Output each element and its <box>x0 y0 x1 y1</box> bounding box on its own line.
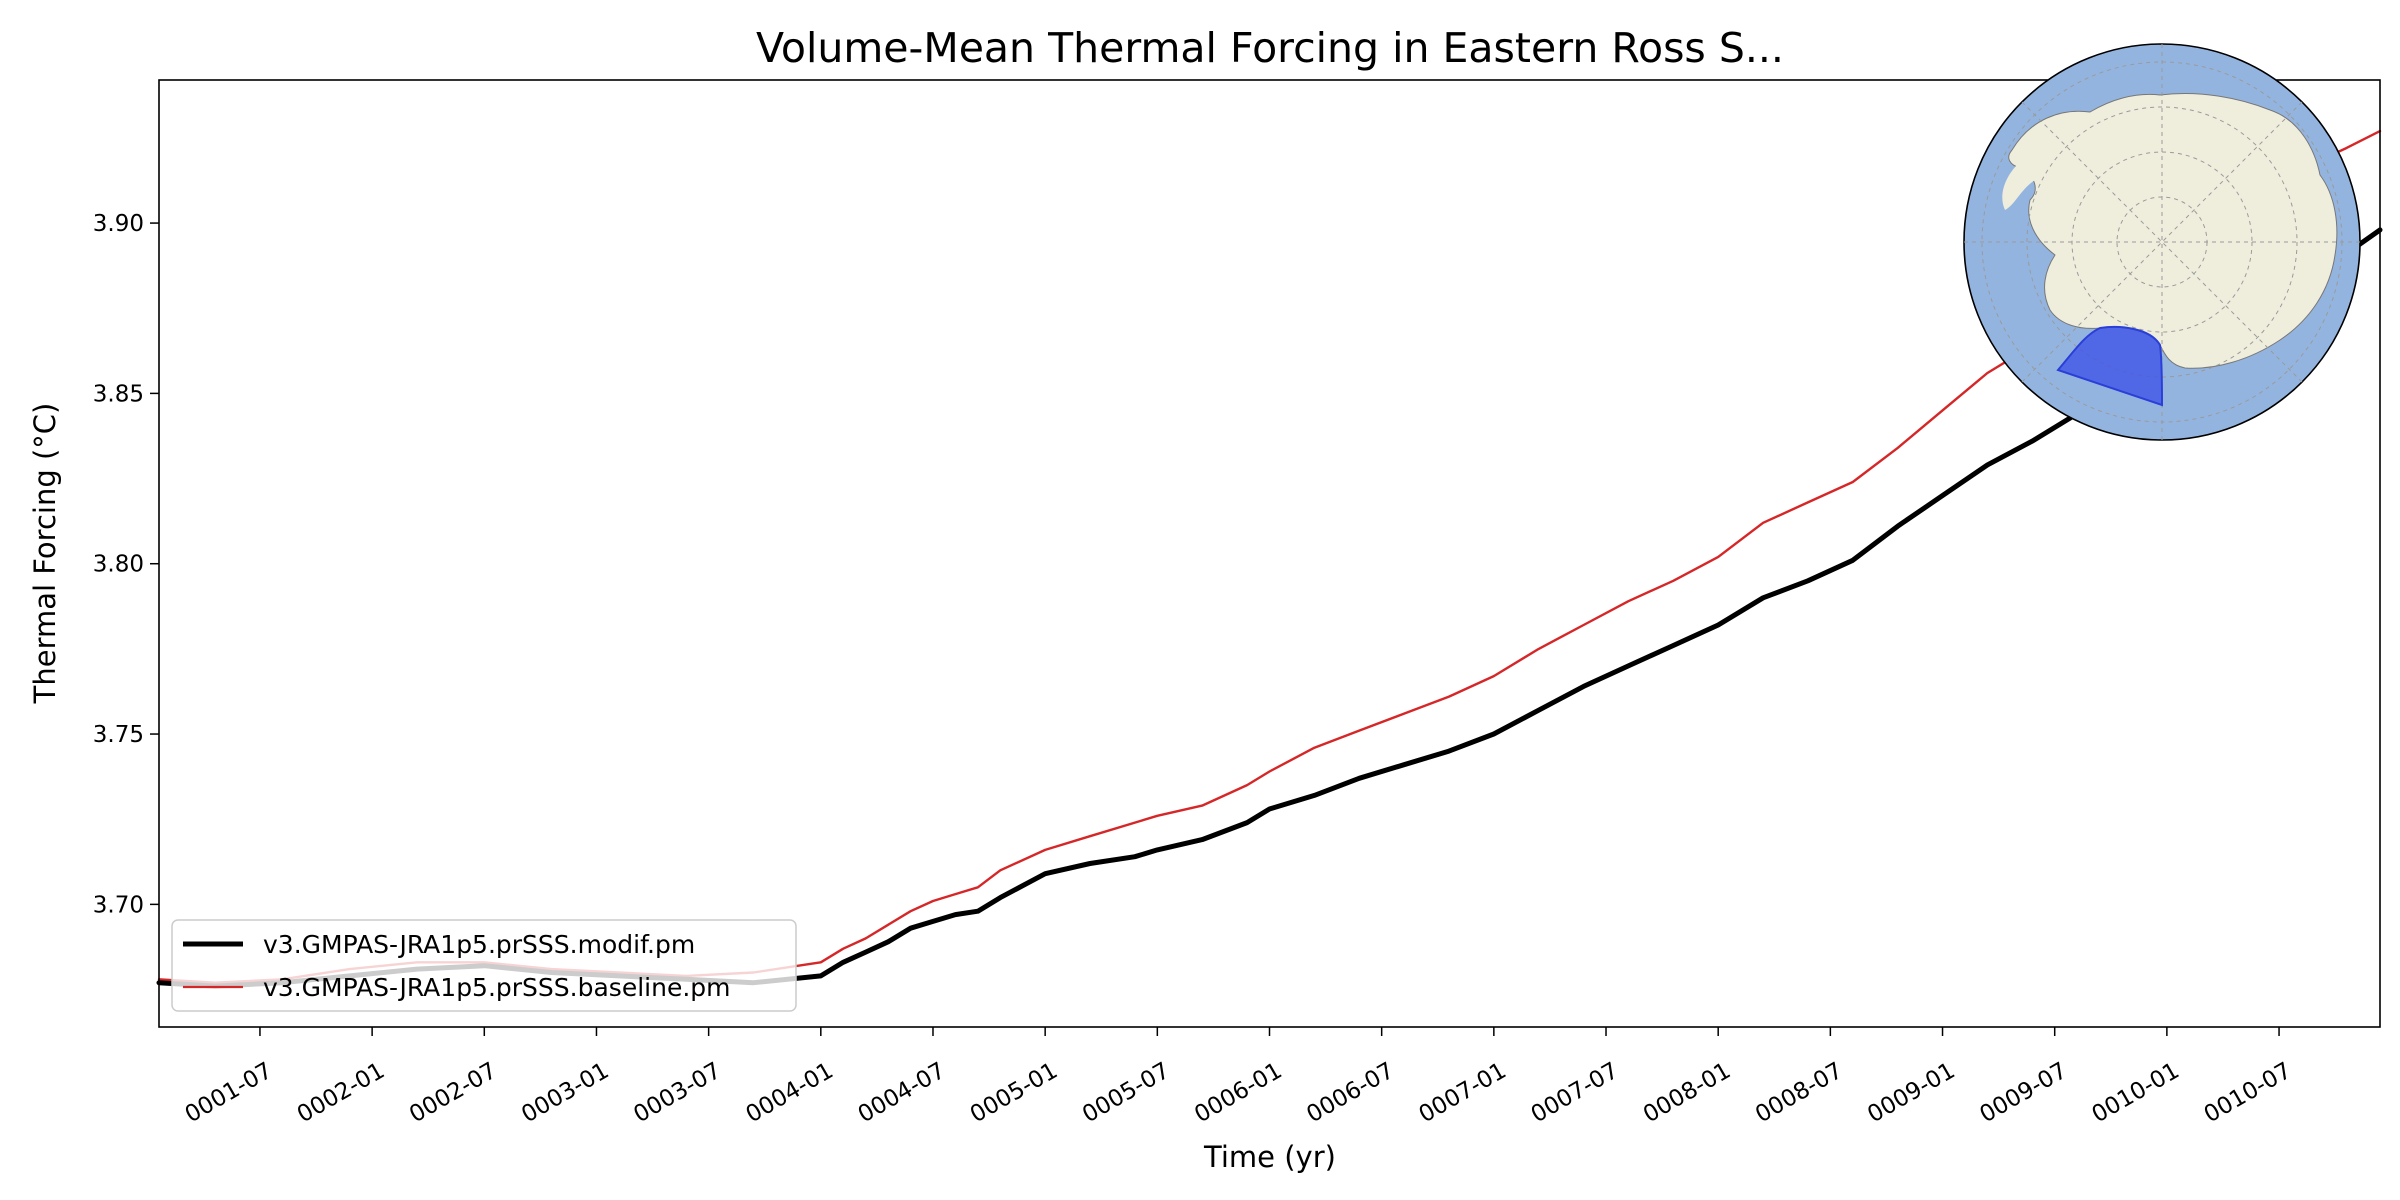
plot-frame <box>158 79 2381 1028</box>
y-tick-label: 3.85 <box>93 381 144 407</box>
y-tick-label: 3.70 <box>93 892 144 918</box>
antarctica-landmass <box>2008 93 2338 369</box>
y-axis-label: Thermal Forcing (°C) <box>28 403 62 705</box>
legend: v3.GMPAS-JRA1p5.prSSS.modif.pm v3.GMPAS-… <box>171 919 797 1012</box>
legend-box <box>171 919 797 1012</box>
chart-title: Volume-Mean Thermal Forcing in Eastern R… <box>756 24 1784 72</box>
x-axis-label: Time (yr) <box>1203 1140 1336 1174</box>
y-tick-label: 3.80 <box>93 552 144 578</box>
eastern-ross-sea-region <box>2056 325 2164 407</box>
y-tick-label: 3.75 <box>93 722 144 748</box>
antarctica-inset-map <box>1963 43 2361 441</box>
peninsula-landmass <box>2002 160 2035 210</box>
legend-label-modif: v3.GMPAS-JRA1p5.prSSS.modif.pm <box>263 930 695 959</box>
legend-label-baseline: v3.GMPAS-JRA1p5.prSSS.baseline.pm <box>263 973 731 1002</box>
y-tick-label: 3.90 <box>93 211 144 237</box>
